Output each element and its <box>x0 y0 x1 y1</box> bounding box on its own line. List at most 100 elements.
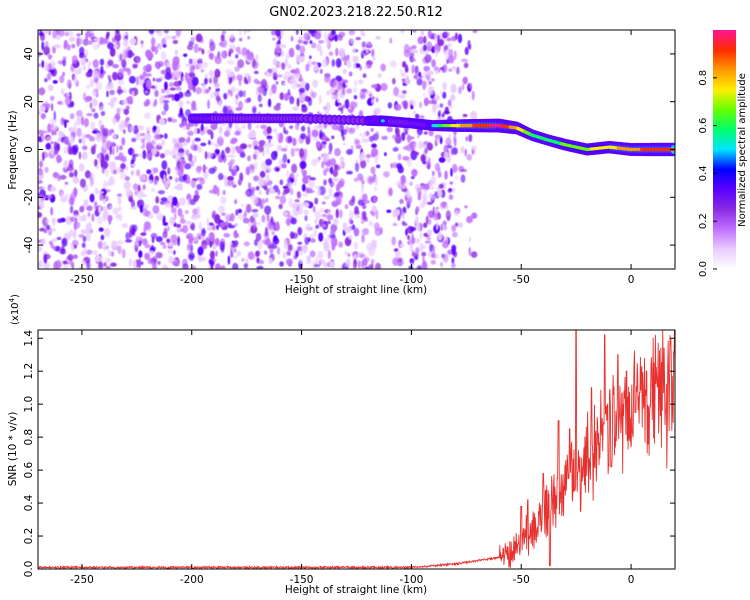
spectrogram-noise-cell <box>172 260 179 266</box>
spectrogram-noise-cell <box>252 140 259 148</box>
spectrogram-noise-cell <box>131 90 135 96</box>
x-tick-label: 0 <box>628 274 635 286</box>
spectrogram-noise-cell <box>55 30 61 36</box>
spectrogram-noise-cell <box>471 90 475 101</box>
spectrogram-noise-cell <box>218 205 226 214</box>
spectrogram-noise-cell <box>178 99 184 109</box>
spectrogram-noise-cell <box>142 149 147 160</box>
spectrogram-noise-cell <box>422 93 426 98</box>
spectrogram-noise-cell <box>135 241 141 246</box>
spectrogram-noise-cell <box>309 250 316 258</box>
spectrogram-noise-cell <box>260 198 266 205</box>
spectrogram-y-ticks: -40 -20 0 20 40 <box>23 47 675 254</box>
spectrogram-noise-cell <box>439 103 444 108</box>
spectrogram-noise-cell <box>157 143 163 147</box>
spectrogram-noise-cell <box>402 100 409 110</box>
spectrogram-noise-cell <box>255 54 259 61</box>
spectrogram-noise-cell <box>275 81 279 85</box>
spectrogram-noise-cell <box>44 253 51 260</box>
spectrogram-noise-cell <box>182 224 189 234</box>
spectrogram-noise-cell <box>430 78 435 82</box>
spectrogram-noise-cell <box>38 87 46 96</box>
spectrogram-noise-cell <box>307 97 313 107</box>
spectrogram-noise-cell <box>109 47 116 57</box>
spectrogram-noise-cell <box>221 30 226 35</box>
spectrogram-noise-cell <box>328 32 334 43</box>
spectrogram-noise-cell <box>117 206 122 212</box>
spectrogram-noise-cell <box>238 51 242 55</box>
spectrogram-noise-cell <box>301 183 306 192</box>
spectrogram-noise-cell <box>209 41 216 52</box>
spectrogram-noise-cell <box>184 163 192 170</box>
spectrogram-noise-cell <box>123 180 131 190</box>
spectrogram-noise-cell <box>251 209 259 213</box>
spectrogram-noise-cell <box>195 33 203 43</box>
spectrogram-noise-cell <box>361 234 365 243</box>
spectrogram-noise-cell <box>311 158 318 167</box>
spectrogram-noise-cell <box>288 182 293 189</box>
spectrogram-noise-cell <box>86 205 93 212</box>
spectrogram-noise-cell <box>174 73 180 79</box>
spectrogram-noise-cell <box>364 65 369 71</box>
spectrogram-noise-cell <box>415 247 420 254</box>
spectrogram-noise-cell <box>255 250 260 258</box>
spectrogram-noise-cell <box>193 196 199 202</box>
spectrogram-noise-cell <box>56 236 62 241</box>
x-tick-label: 0 <box>628 574 635 586</box>
spectrogram-noise-cell <box>361 227 370 236</box>
spectrogram-noise-cell <box>163 102 169 112</box>
spectrogram-noise-cell <box>190 107 198 111</box>
spectrogram-noise-cell <box>95 132 103 142</box>
spectrogram-noise-cell <box>82 135 86 146</box>
spectrogram-noise-cell <box>414 216 419 225</box>
spectrogram-noise-cell <box>99 106 105 112</box>
spectrogram-noise-cell <box>155 78 162 83</box>
spectrogram-noise-cell <box>144 244 152 248</box>
spectrogram-noise-cell <box>62 71 65 77</box>
spectrogram-noise-cell <box>263 240 271 245</box>
spectrogram-noise-cell <box>361 41 366 48</box>
spectrogram-noise-cell <box>38 167 43 172</box>
spectrogram-noise-cell <box>50 186 57 192</box>
spectrogram-noise-cell <box>321 213 328 218</box>
spectrogram-noise-cell <box>201 48 205 55</box>
spectrogram-noise-cell <box>123 88 127 94</box>
spectrogram-noise-cell <box>66 44 71 51</box>
spectrogram-noise-cell <box>183 53 188 57</box>
spectrogram-noise-cell <box>157 190 165 195</box>
spectrogram-noise-cell <box>223 130 231 137</box>
spectrogram-noise-cell <box>428 81 432 85</box>
spectrogram-noise-cell <box>140 40 144 45</box>
spectrogram-noise-cell <box>235 146 240 151</box>
spectrogram-noise-cell <box>234 130 241 136</box>
spectrogram-noise-cell <box>445 203 449 210</box>
spectrogram-noise-cell <box>298 93 306 101</box>
spectrogram-noise-cell <box>353 79 358 87</box>
spectrogram-noise-cell <box>217 173 224 181</box>
spectrogram-noise-cell <box>432 213 439 221</box>
spectrogram-noise-cell <box>169 82 174 88</box>
spectrogram-noise-cell <box>163 99 170 104</box>
spectrogram-noise-cell <box>126 189 129 199</box>
spectrogram-noise-cell <box>87 63 91 69</box>
spectrogram-noise-cell <box>264 226 269 237</box>
spectrogram-noise-cell <box>112 97 118 102</box>
spectrogram-noise-cell <box>161 264 168 269</box>
spectrogram-noise-cell <box>287 158 291 164</box>
spectrogram-noise-cell <box>53 124 59 131</box>
spectrogram-noise-cell <box>374 155 378 164</box>
spectrogram-noise-cell <box>470 212 478 219</box>
spectrogram-noise-cell <box>348 210 354 220</box>
spectrogram-noise-cell <box>349 127 356 134</box>
spectrogram-noise-cell <box>147 52 154 59</box>
spectrogram-noise-cell <box>115 30 120 34</box>
spectrogram-noise-cell <box>200 142 207 147</box>
spectrogram-noise-cell <box>452 163 458 173</box>
spectrogram-noise-cell <box>251 195 259 205</box>
spectrogram-noise-cell <box>466 154 473 161</box>
spectrogram-noise-cell <box>325 166 329 173</box>
spectrogram-noise-cell <box>80 115 85 126</box>
spectrogram-noise-cell <box>321 223 327 229</box>
spectrogram-noise-cell <box>265 187 270 196</box>
spectrogram-noise-cell <box>99 58 105 66</box>
